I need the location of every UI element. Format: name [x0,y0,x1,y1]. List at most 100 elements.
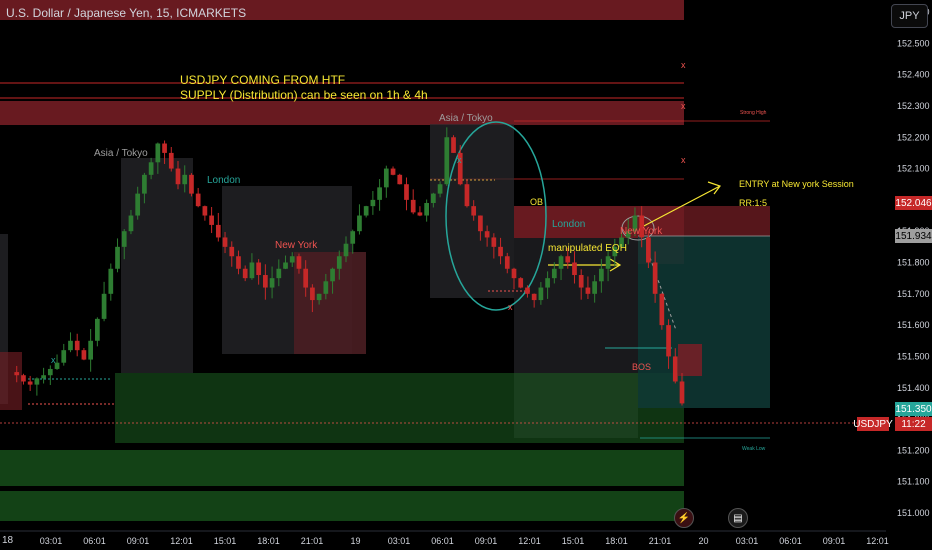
candle-body [336,256,342,269]
y-tick-label: 151.800 [897,258,930,268]
candle-body [545,278,550,288]
x-tick-label: 03:01 [388,536,411,546]
candle-body [592,281,597,294]
x-tick-label: 18:01 [257,536,280,546]
x-tick-label: 19 [350,536,360,546]
candle-body [296,256,302,269]
strong-high-label: Strong High [740,110,767,116]
trade-stop-zone [638,206,770,236]
x-tick-label: 09:01 [475,536,498,546]
left-supply-box [0,352,22,410]
candle-body [464,184,470,207]
candle-body [659,293,665,326]
candle-body [142,174,147,194]
candle-body [619,237,624,247]
eqh-highlight-ellipse [621,215,655,241]
candle-body [357,215,362,232]
left-session-box [0,234,8,404]
candle-body [646,237,651,263]
candle-body [558,256,564,269]
candle-body [599,268,604,282]
candle-body [88,340,93,360]
candle-body [95,318,100,341]
htf-supply-zone-top [0,0,684,20]
x-tick-label: 15:01 [562,536,585,546]
candle-body [128,215,134,232]
candle-body [612,246,618,257]
candle-body [189,174,194,194]
x-mark-3: x [681,155,686,165]
demand-zone-bottom [0,491,684,521]
candle-body [498,246,503,257]
x-tick-label: 12:01 [518,536,541,546]
x-tick-label: 06:01 [83,536,106,546]
x-mark-6: x [508,302,513,312]
candle-body [370,199,376,207]
candle-body [457,152,463,185]
candle-body [168,152,174,169]
entry-price-tag: 151.934 [895,229,932,243]
candle-body [27,381,33,385]
candle-body [68,340,73,351]
candle-body [195,193,201,207]
flag-icon[interactable]: ▤ [728,508,748,528]
x-tick-label: 15:01 [214,536,237,546]
time-axis[interactable] [0,531,932,550]
demand-zone-upper [115,373,684,443]
currency-button[interactable]: JPY [891,4,928,28]
x-mark-2: x [681,101,686,111]
candle-body [578,275,584,288]
headline-1: USDJPY COMING FROM HTF [180,73,346,87]
candle-body [21,375,26,382]
candles [14,127,685,406]
candle-body [316,293,322,301]
candle-body [222,237,228,247]
candle-body [34,378,40,385]
candle-body [451,137,456,153]
lightning-icon[interactable]: ⚡ [674,508,694,528]
x-tick-label: 21:01 [301,536,324,546]
y-tick-label: 151.600 [897,320,930,330]
candle-body [565,256,571,263]
london-session-box-2 [514,206,638,238]
candle-body [377,187,382,200]
candle-body [504,256,510,269]
x-tick-label: 06:01 [779,536,802,546]
demand-zone-lower [0,450,684,486]
candle-body [283,262,288,269]
candle-body [551,268,557,279]
london-label-2: London [552,219,586,230]
asia-highlight-ellipse [445,121,547,311]
candle-body [397,174,403,185]
candle-body [330,268,335,282]
manipulated-eqh-label: manipulated EQH [548,243,627,254]
candle-body [236,256,241,269]
x-tick-label: 03:01 [40,536,63,546]
symbol-tag: USDJPY [853,417,893,431]
candle-body [209,215,214,225]
candle-body [491,237,497,247]
price-axis[interactable] [886,0,932,531]
x-tick-label: 09:01 [823,536,846,546]
candle-body [525,287,530,294]
candle-body [639,215,645,238]
candle-body [135,193,141,216]
y-tick-label: 152.500 [897,38,930,48]
candle-body [518,278,524,288]
y-tick-label: 152.100 [897,164,930,174]
x-mark-1: x [681,60,686,70]
chart-title: U.S. Dollar / Japanese Yen, 15, ICMARKET… [6,6,247,20]
x-tick-label: 06:01 [431,536,454,546]
candle-body [484,231,490,238]
candle-body [679,381,685,404]
candle-body [350,231,356,244]
y-tick-label: 151.700 [897,289,930,299]
candle-body [175,168,181,185]
candle-body [363,206,369,216]
candle-body [404,184,409,200]
candle-body [148,162,154,175]
candle-body [242,268,248,279]
candle-body [605,256,611,269]
y-tick-label: 152.200 [897,132,930,142]
